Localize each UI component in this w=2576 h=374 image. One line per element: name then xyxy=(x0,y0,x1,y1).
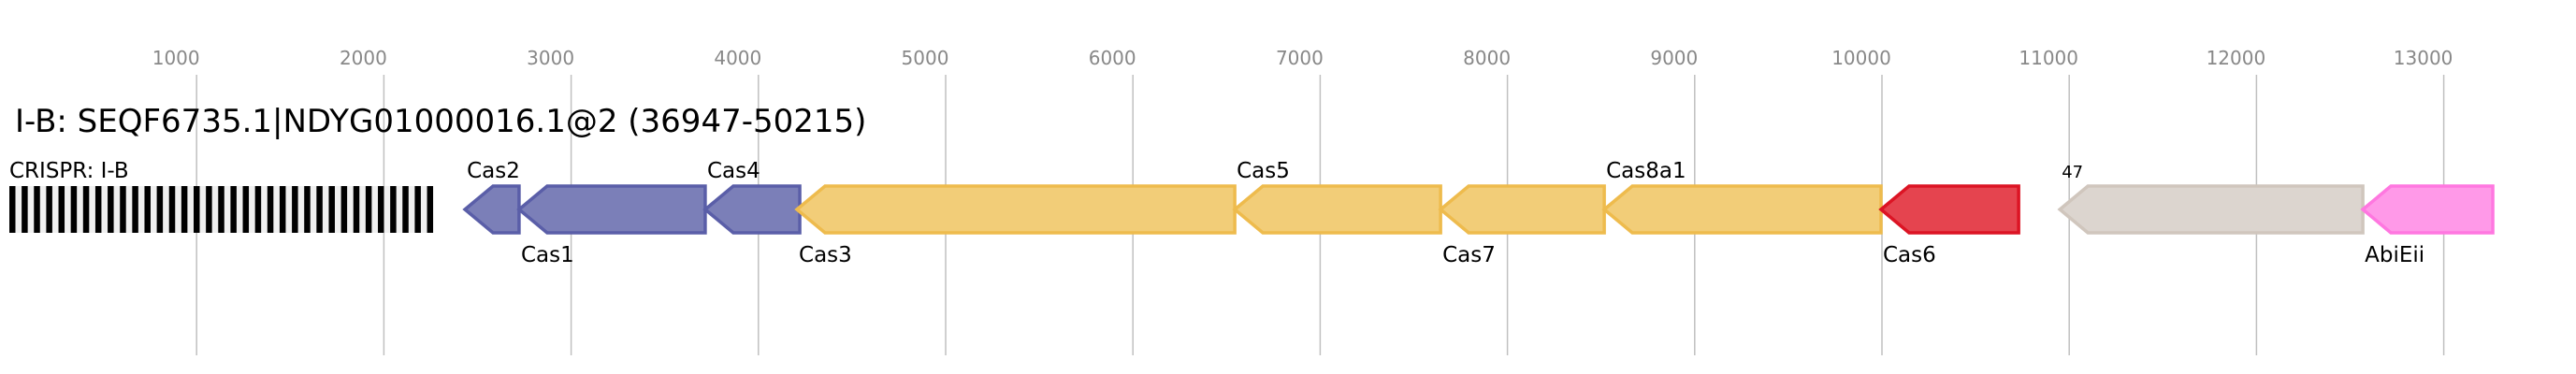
tick-label: 12000 xyxy=(2207,47,2266,69)
tick-label: 13000 xyxy=(2394,47,2453,69)
crispr-repeat xyxy=(120,186,126,233)
crispr-repeat xyxy=(34,186,40,233)
crispr-repeat xyxy=(340,186,348,233)
gene-label: Cas5 xyxy=(1237,159,1290,183)
crispr-repeat xyxy=(194,186,200,233)
tick-label: 9000 xyxy=(1650,47,1698,69)
gene-arrow-47[interactable] xyxy=(2057,184,2365,235)
crispr-repeat xyxy=(390,186,397,233)
crispr-repeat xyxy=(46,186,52,233)
tick-label: 4000 xyxy=(714,47,761,69)
crispr-repeat xyxy=(132,186,138,233)
tick-label: 8000 xyxy=(1463,47,1511,69)
crispr-repeat xyxy=(267,186,274,233)
crispr-repeat xyxy=(242,186,250,233)
gene-arrow-cas7[interactable] xyxy=(1438,184,1606,235)
gene-label: Cas7 xyxy=(1442,243,1496,267)
crispr-repeat xyxy=(168,186,176,233)
tick-label: 10000 xyxy=(1831,47,1891,69)
gene-arrow-cas4[interactable] xyxy=(702,184,802,235)
gene-arrow-cas8a1[interactable] xyxy=(1601,184,1883,235)
crispr-repeat xyxy=(156,186,164,233)
tick-label: 11000 xyxy=(2019,47,2078,69)
crispr-repeat xyxy=(181,186,188,233)
gene-label: Cas3 xyxy=(799,243,852,267)
gene-arrow-abieii[interactable] xyxy=(2360,184,2495,235)
tick-label: 2000 xyxy=(340,47,387,69)
crispr-repeat xyxy=(292,186,298,233)
crispr-repeat xyxy=(427,186,434,233)
crispr-repeat xyxy=(254,186,262,233)
crispr-array xyxy=(9,186,434,233)
crispr-repeat xyxy=(279,186,286,233)
gene-label: AbiEii xyxy=(2365,243,2424,267)
crispr-repeat xyxy=(230,186,237,233)
tick-label: 7000 xyxy=(1276,47,1324,69)
gene-label: Cas4 xyxy=(707,159,760,183)
genes: Cas2 Cas1 Cas4 Cas3 Cas5 Cas7 Cas8a1 Cas6 47 AbiE… xyxy=(462,159,2495,267)
crispr-repeat xyxy=(328,186,335,233)
crispr-repeat xyxy=(365,186,372,233)
map-title: I-B: SEQF6735.1|NDYG01000016.1@2 (36947-… xyxy=(15,103,866,140)
crispr-repeat xyxy=(353,186,360,233)
gene-arrow-cas2[interactable] xyxy=(462,184,521,235)
gene-arrow-cas5[interactable] xyxy=(1232,184,1442,235)
gene-label: Cas1 xyxy=(521,243,574,267)
crispr-label: CRISPR: I-B xyxy=(9,159,129,183)
gene-arrow-cas1[interactable] xyxy=(516,184,707,235)
crispr-repeat xyxy=(304,186,311,233)
crispr-repeat xyxy=(94,186,102,233)
gene-label: 47 xyxy=(2062,163,2083,182)
gene-label: Cas8a1 xyxy=(1606,159,1686,183)
gene-label: Cas6 xyxy=(1883,243,1936,267)
crispr-repeat xyxy=(22,186,28,233)
crispr-repeat xyxy=(108,186,114,233)
crispr-repeat xyxy=(82,186,90,233)
crispr-repeat xyxy=(316,186,323,233)
gene-arrow-cas6[interactable] xyxy=(1878,184,2020,235)
tick-label: 6000 xyxy=(1089,47,1136,69)
gene-label: Cas2 xyxy=(467,159,520,183)
crispr-repeat xyxy=(206,186,212,233)
tick-label: 3000 xyxy=(527,47,574,69)
crispr-repeat xyxy=(378,186,384,233)
tick-label: 1000 xyxy=(152,47,200,69)
crispr-repeat xyxy=(70,186,78,233)
crispr-repeat xyxy=(218,186,224,233)
gene-arrow-cas3[interactable] xyxy=(794,184,1237,235)
crispr-repeat xyxy=(402,186,409,233)
crispr-repeat xyxy=(144,186,151,233)
crispr-repeat xyxy=(58,186,65,233)
tick-label: 5000 xyxy=(902,47,949,69)
crispr-repeat xyxy=(9,186,16,233)
crispr-repeat xyxy=(414,186,421,233)
